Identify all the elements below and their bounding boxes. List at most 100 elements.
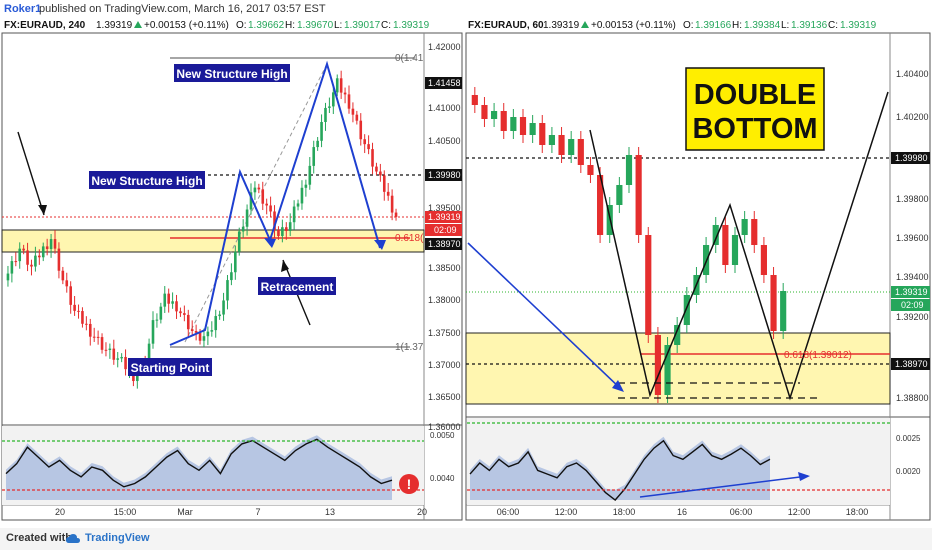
candle: [577, 139, 584, 165]
candle: [654, 335, 661, 395]
candle: [88, 323, 92, 337]
left-y-axis[interactable]: 1.42000 1.41000 1.40500 1.39500 1.38500 …: [425, 42, 462, 483]
double-bottom-title-box: DOUBLE BOTTOM: [685, 67, 825, 151]
candle: [722, 225, 729, 265]
candle: [277, 230, 280, 236]
y-tick: 1.38000: [428, 295, 461, 305]
price-label: 1.39980: [895, 153, 928, 163]
last-price: 1.39319: [543, 20, 580, 31]
candle: [183, 313, 186, 315]
charts-canvas: ! New Structure High New Structure High …: [1, 20, 931, 521]
price-label-box: [425, 211, 462, 223]
candle: [491, 111, 498, 119]
x-tick: 18:00: [846, 507, 869, 517]
annotation-box: [89, 171, 205, 189]
candle: [394, 212, 398, 217]
candle: [210, 330, 214, 332]
candle: [108, 348, 112, 350]
candle: [558, 135, 565, 155]
candle: [194, 331, 198, 333]
candle: [85, 323, 88, 325]
candle: [124, 356, 127, 370]
candle: [253, 187, 257, 193]
candle: [339, 78, 343, 93]
zig-arrowhead-1: [264, 238, 276, 248]
candle: [41, 246, 45, 258]
candle: [712, 225, 719, 245]
candle: [320, 122, 323, 141]
price-label: 1.39319: [895, 287, 928, 297]
candle: [741, 219, 748, 235]
candle: [265, 203, 268, 206]
right-x-axis[interactable]: 06:00 12:00 18:00 16 06:00 12:00 18:00: [497, 507, 869, 517]
candle: [731, 235, 739, 265]
candle: [120, 356, 123, 359]
candle: [261, 189, 265, 204]
publish-bar: Roker1 published on TradingView.com, Mar…: [0, 0, 932, 18]
candle: [471, 95, 478, 105]
open-label: O:: [683, 20, 694, 31]
candle: [500, 111, 507, 131]
y-tick: 1.39200: [896, 312, 929, 322]
candle: [335, 78, 339, 93]
y-tick: 1.37500: [428, 328, 461, 338]
retracement-arrow-head: [281, 260, 289, 272]
right-rsi-area: [470, 436, 770, 500]
candle: [300, 187, 304, 204]
candle: [683, 295, 690, 325]
tradingview-brand-link[interactable]: TradingView: [85, 532, 150, 544]
open-val: 1.39166: [695, 20, 732, 31]
change: +0.00153 (+0.11%): [144, 20, 229, 31]
candle: [49, 239, 53, 249]
candle: [304, 184, 308, 188]
right-chart-panel[interactable]: DOUBLE BOTTOM 0.618(1.39012) 1.40400 1.4…: [465, 20, 931, 521]
candle: [312, 147, 316, 166]
up-triangle-icon: [581, 21, 589, 28]
close-label: C:: [828, 20, 838, 31]
blue-arrow-to-bottom: [467, 242, 623, 391]
candle: [14, 261, 18, 263]
candle: [645, 235, 652, 335]
candle: [26, 250, 29, 265]
candle: [175, 301, 178, 312]
price-label-box: [891, 152, 930, 164]
candle: [171, 301, 174, 304]
candle: [96, 336, 100, 338]
close-val: 1.39319: [840, 20, 877, 31]
fib-label-618: 0.618(: [395, 233, 424, 244]
candle: [481, 105, 488, 119]
price-label-box: [425, 224, 462, 236]
candle: [112, 348, 116, 360]
rsi-tick: 0.0025: [896, 434, 921, 443]
y-tick: 1.41000: [428, 103, 461, 113]
candle: [343, 92, 347, 95]
left-chart-panel[interactable]: ! New Structure High New Structure High …: [1, 20, 463, 521]
annotation-starting-point: Starting Point: [128, 358, 212, 376]
candle: [316, 140, 319, 148]
author-link[interactable]: Roker1: [4, 3, 42, 15]
x-tick: 12:00: [788, 507, 811, 517]
alert-icon[interactable]: [399, 474, 419, 494]
high-label: H:: [285, 20, 295, 31]
annotation-text: Retracement: [261, 280, 334, 294]
candle: [664, 345, 671, 395]
candle: [10, 261, 14, 274]
candle: [328, 106, 331, 108]
up-triangle-icon: [134, 21, 142, 28]
candle: [308, 165, 312, 185]
blue-arrowhead: [612, 380, 624, 392]
annotation-text: New Structure High: [176, 67, 287, 81]
price-label-box: [891, 286, 930, 298]
x-tick: 13: [325, 507, 335, 517]
right-fib-label: 0.618(1.39012): [784, 350, 852, 361]
candle: [136, 372, 139, 382]
price-label-box: [425, 169, 462, 181]
y-tick: 1.40200: [896, 112, 929, 122]
candle: [179, 311, 182, 314]
candle: [587, 165, 594, 175]
right-y-axis[interactable]: 1.40400 1.40200 1.39800 1.39600 1.39400 …: [891, 69, 930, 476]
left-x-axis[interactable]: 20 15:00 Mar 7 13 20: [55, 507, 427, 517]
candle: [548, 135, 555, 145]
candle: [770, 275, 777, 331]
candle: [780, 291, 787, 331]
